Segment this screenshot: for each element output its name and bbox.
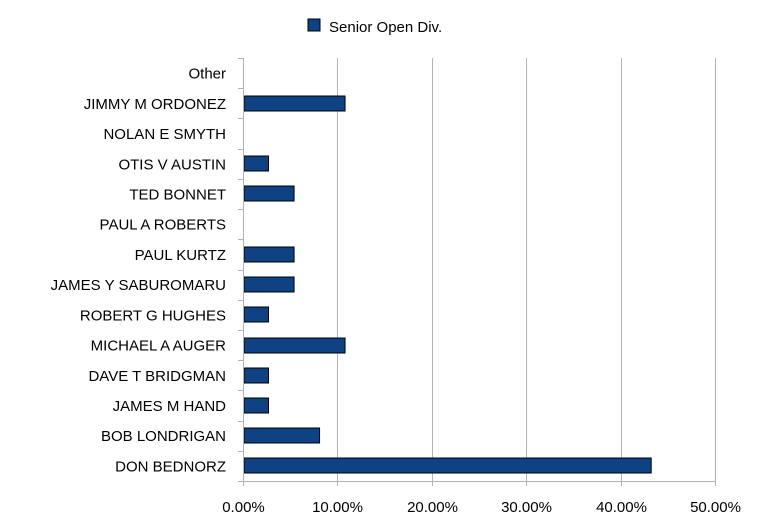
x-tick-label: 50.00%: [690, 499, 741, 516]
category-label: Other: [188, 66, 226, 83]
bar: [243, 185, 295, 202]
category-label: JIMMY M ORDONEZ: [84, 96, 226, 113]
x-tick-label: 40.00%: [596, 499, 647, 516]
category-label: MICHAEL A AUGER: [91, 338, 226, 355]
category-labels: DON BEDNORZ BOB LONDRIGAN JAMES M HAND DAVE…: [51, 66, 226, 476]
x-tick-label: 0.00%: [222, 499, 265, 516]
category-label: OTIS V AUSTIN: [118, 156, 226, 173]
bar: [243, 427, 321, 444]
category-label: NOLAN E SMYTH: [103, 126, 226, 143]
x-tick-label: 20.00%: [407, 499, 458, 516]
category-label: PAUL KURTZ: [135, 247, 226, 264]
bar: [243, 457, 652, 474]
legend-label: Senior Open Div.: [329, 19, 442, 36]
x-tick-labels: 0.00% 10.00% 20.00% 30.00% 40.00% 50.00%: [222, 499, 741, 516]
category-label: DAVE T BRIDGMAN: [88, 368, 226, 385]
bar: [243, 397, 269, 414]
category-label: BOB LONDRIGAN: [101, 428, 226, 445]
legend-swatch: [307, 18, 321, 32]
bar: [243, 367, 269, 384]
bar: [243, 306, 269, 323]
bar: [243, 337, 346, 354]
category-label: DON BEDNORZ: [115, 458, 226, 475]
bar: [243, 276, 295, 293]
x-tick-label: 10.00%: [312, 499, 363, 516]
bar: [243, 95, 346, 112]
gridlines: [337, 58, 716, 481]
bars: [243, 95, 652, 474]
category-label: JAMES Y SABUROMARU: [51, 277, 226, 294]
category-label: ROBERT G HUGHES: [80, 307, 226, 324]
axes: [238, 58, 716, 486]
legend: Senior Open Div.: [307, 18, 442, 36]
x-tick-label: 30.00%: [501, 499, 552, 516]
bar: [243, 155, 269, 172]
bar: [243, 246, 295, 263]
category-label: PAUL A ROBERTS: [100, 217, 226, 234]
category-label: JAMES M HAND: [113, 398, 227, 415]
category-label: TED BONNET: [129, 186, 226, 203]
